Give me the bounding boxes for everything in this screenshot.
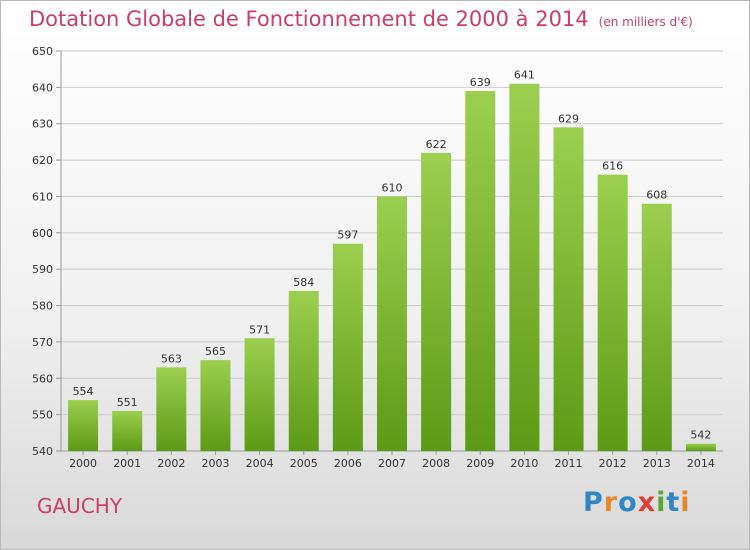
y-tick-label-610: 610: [32, 190, 53, 203]
data-label-2012: 616: [602, 160, 623, 173]
x-tick-label-2000: 2000: [69, 457, 97, 470]
y-tick-label-580: 580: [32, 300, 53, 313]
logo-letter: i: [680, 487, 691, 518]
y-tick-label-570: 570: [32, 336, 53, 349]
logo-letter: x: [637, 487, 657, 518]
logo-letter: i: [656, 487, 667, 518]
data-label-2010: 641: [514, 69, 535, 82]
y-tick-label-650: 650: [32, 45, 53, 58]
x-tick-label-2011: 2011: [555, 457, 583, 470]
x-tick-label-2007: 2007: [378, 457, 406, 470]
x-tick-label-2003: 2003: [201, 457, 229, 470]
y-tick-label-620: 620: [32, 154, 53, 167]
bar-2007: [376, 196, 408, 451]
chart-title: Dotation Globale de Fonctionnement de 20…: [29, 7, 693, 31]
bar-2002: [156, 367, 187, 451]
data-label-2008: 622: [426, 138, 447, 151]
x-tick-label-2004: 2004: [246, 457, 274, 470]
x-tick-label-2010: 2010: [510, 457, 538, 470]
bar-2014: [685, 443, 716, 451]
x-tick-label-2005: 2005: [290, 457, 318, 470]
bar-2012: [597, 174, 628, 452]
logo-letter: o: [618, 487, 638, 518]
bar-2001: [112, 411, 143, 451]
data-label-2007: 610: [382, 181, 403, 194]
labels: 540 550 560 570 580 590 600 610 620 630 640 650 554 2…: [32, 45, 715, 470]
x-tick-label-2008: 2008: [422, 457, 450, 470]
y-tick-label-560: 560: [32, 372, 53, 385]
y-tick-label-630: 630: [32, 118, 53, 131]
y-tick-label-590: 590: [32, 263, 53, 276]
logo-letter: P: [583, 487, 604, 518]
proxiti-logo[interactable]: Proxiti: [583, 487, 691, 518]
x-tick-label-2012: 2012: [599, 457, 627, 470]
chart-subtitle: (en milliers d'€): [598, 15, 693, 29]
x-tick-label-2002: 2002: [157, 457, 185, 470]
data-label-2003: 565: [205, 345, 226, 358]
data-label-2001: 551: [117, 396, 138, 409]
chart-title-text: Dotation Globale de Fonctionnement de 20…: [29, 7, 589, 31]
x-tick-label-2014: 2014: [687, 457, 715, 470]
data-label-2013: 608: [646, 189, 667, 202]
city-name: GAUCHY: [37, 494, 123, 518]
x-tick-label-2001: 2001: [113, 457, 141, 470]
data-label-2004: 571: [249, 323, 270, 336]
bar-2010: [509, 83, 540, 452]
bar-2008: [421, 152, 452, 451]
bar-2006: [332, 243, 363, 451]
bars: [68, 83, 716, 452]
data-label-2000: 554: [73, 385, 94, 398]
logo-letter: t: [666, 487, 681, 518]
data-label-2006: 597: [337, 229, 358, 242]
bar-2011: [553, 127, 584, 451]
bar-2003: [200, 360, 231, 451]
data-label-2011: 629: [558, 112, 579, 125]
bar-2005: [288, 291, 319, 451]
logo-letter: r: [603, 487, 619, 518]
bar-2004: [244, 338, 275, 451]
data-label-2014: 542: [690, 429, 711, 442]
x-tick-label-2009: 2009: [466, 457, 494, 470]
data-label-2002: 563: [161, 352, 182, 365]
bar-2000: [68, 400, 99, 451]
y-tick-label-540: 540: [32, 445, 53, 458]
data-label-2009: 639: [470, 76, 491, 89]
y-tick-label-600: 600: [32, 227, 53, 240]
x-tick-label-2006: 2006: [334, 457, 362, 470]
x-tick-label-2013: 2013: [643, 457, 671, 470]
data-label-2005: 584: [293, 276, 314, 289]
bar-2013: [641, 203, 672, 451]
y-tick-label-640: 640: [32, 81, 53, 94]
bar-2009: [465, 91, 496, 451]
y-tick-label-550: 550: [32, 409, 53, 422]
